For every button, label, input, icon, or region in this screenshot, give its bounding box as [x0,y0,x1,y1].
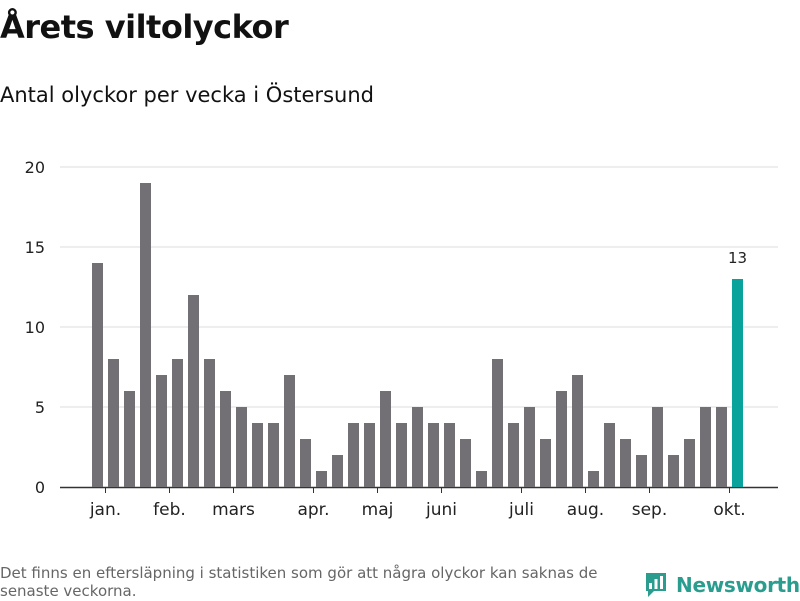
brand-name: Newsworthy [676,573,800,597]
bar [652,407,663,487]
y-tick-label: 10 [25,318,45,337]
bar-chart: 0 5 10 15 20 jan. feb. mars apr. maj juni juli aug.… [25,158,778,520]
bar [252,423,263,487]
bar [188,295,199,487]
bar [412,407,423,487]
bar [92,263,103,487]
bar [428,423,439,487]
x-tick-label: maj [362,500,394,520]
y-tick-label: 20 [25,158,45,177]
x-tick-label: sep. [632,500,668,520]
x-tick-label: apr. [297,500,329,520]
y-tick-label: 15 [25,238,45,257]
bar [316,471,327,487]
bar [140,183,151,487]
bar [220,391,231,487]
bar [460,439,471,487]
x-tick-label: mars [212,500,255,520]
x-tick-label: jan. [89,500,121,520]
bar [396,423,407,487]
bar [556,391,567,487]
y-tick-label: 5 [35,398,45,417]
y-axis-ticks: 0 5 10 15 20 [25,158,45,497]
bar [668,455,679,487]
bar [620,439,631,487]
bar [700,407,711,487]
bar [284,375,295,487]
chart-subtitle: Antal olyckor per vecka i Östersund [0,83,374,107]
x-tick-label: okt. [713,500,745,520]
bar [156,375,167,487]
bar [348,423,359,487]
x-tick-label: feb. [153,500,186,520]
bar [268,423,279,487]
bar [636,455,647,487]
chart-title: Årets viltolyckor [0,8,289,46]
bar [300,439,311,487]
bar [380,391,391,487]
y-tick-label: 0 [35,478,45,497]
brand-logo: Newsworthy [644,569,800,601]
x-tick-label: juni [425,500,457,520]
footnote: Det finns en eftersläpning i statistiken… [0,564,598,600]
bar [204,359,215,487]
bar [508,423,519,487]
bar [108,359,119,487]
bar [732,279,743,487]
bar [444,423,455,487]
bar [524,407,535,487]
bar [540,439,551,487]
x-tick-label: juli [508,500,534,520]
highlight-value-label: 13 [728,249,747,267]
data-labels: 13 [728,249,747,267]
bar [332,455,343,487]
newsworthy-icon [646,573,666,597]
x-tick-label: aug. [567,500,604,520]
bar [588,471,599,487]
x-axis-ticks: jan. feb. mars apr. maj juni juli aug. sep. okt. [89,487,746,520]
bar [476,471,487,487]
bar [236,407,247,487]
bar [124,391,135,487]
bar [572,375,583,487]
bars [92,183,743,487]
bar [172,359,183,487]
bar [716,407,727,487]
bar [492,359,503,487]
bar [364,423,375,487]
bar [684,439,695,487]
bar [604,423,615,487]
